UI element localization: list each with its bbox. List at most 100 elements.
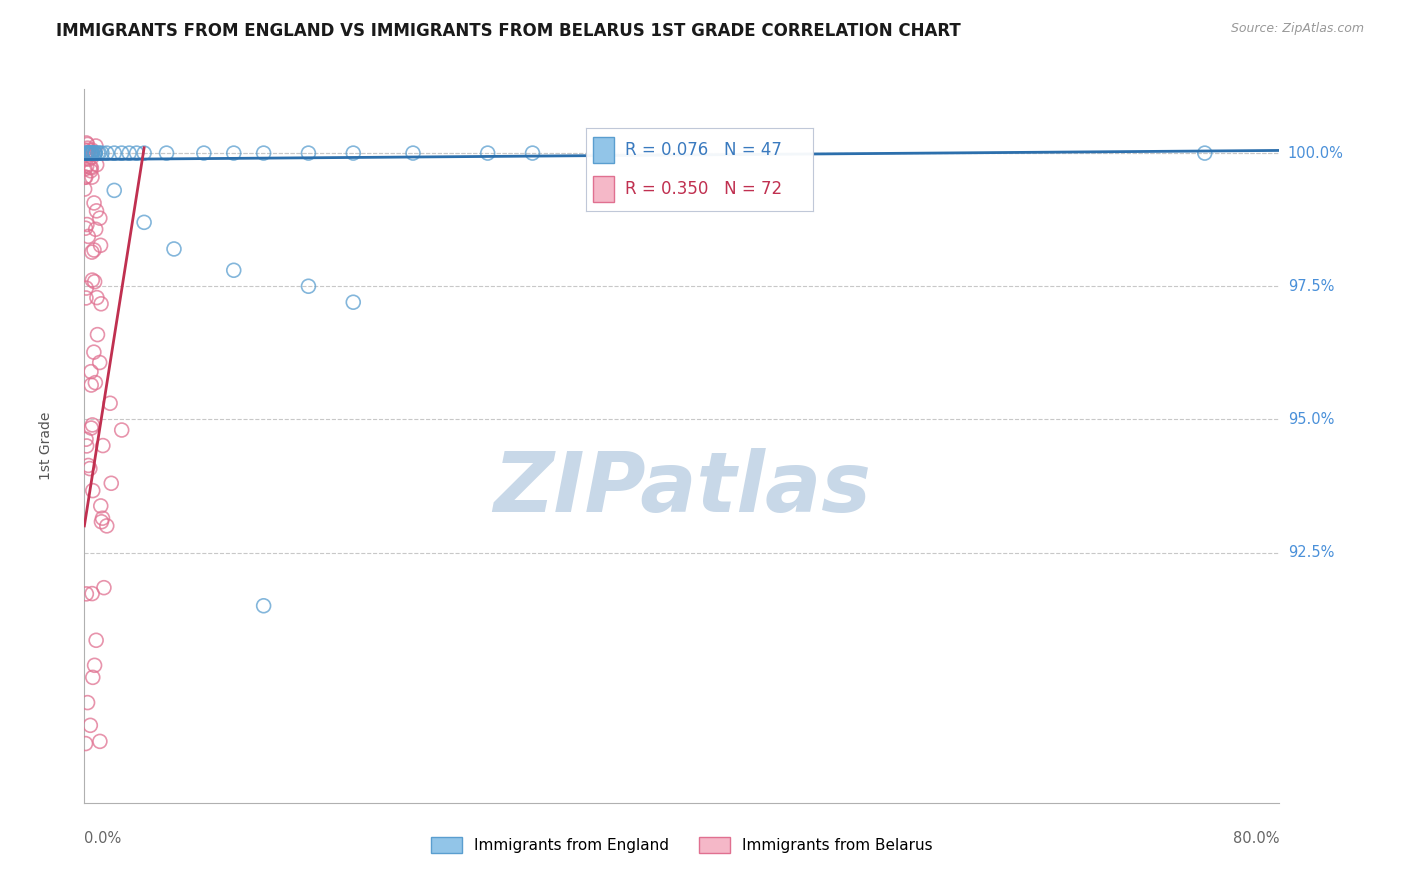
Legend: Immigrants from England, Immigrants from Belarus: Immigrants from England, Immigrants from… (425, 831, 939, 859)
Bar (593, 136, 613, 163)
Point (89, 355, 111, 369)
Point (80, 146, 103, 161)
Point (193, 146, 215, 161)
Point (77, 146, 100, 161)
Point (402, 146, 425, 161)
Point (77, 458, 100, 473)
Text: R = 0.076   N = 47: R = 0.076 N = 47 (624, 141, 782, 159)
Point (75, 587, 97, 601)
Point (83, 243, 105, 257)
Point (83, 146, 105, 161)
Point (253, 599, 276, 613)
Point (103, 146, 125, 161)
Text: 100.0%: 100.0% (1288, 145, 1344, 161)
Point (84, 376, 107, 390)
Point (155, 146, 177, 161)
Point (75, 432, 97, 446)
Point (73, 182, 96, 196)
Point (73, 143, 96, 157)
Point (90, 297, 112, 311)
Point (86, 203, 108, 218)
Point (80, 378, 103, 392)
Point (75, 737, 97, 751)
Point (80, 146, 103, 161)
Point (1194, 146, 1216, 161)
Point (83, 146, 105, 161)
Point (82, 586, 104, 600)
Point (103, 183, 125, 197)
Point (76, 146, 98, 161)
Point (111, 423, 134, 437)
Point (79, 160, 101, 174)
Point (132, 215, 156, 229)
Point (89, 734, 111, 748)
Text: IMMIGRANTS FROM ENGLAND VS IMMIGRANTS FROM BELARUS 1ST GRADE CORRELATION CHART: IMMIGRANTS FROM ENGLAND VS IMMIGRANTS FR… (56, 22, 960, 40)
Text: 80.0%: 80.0% (1233, 831, 1279, 847)
Text: 97.5%: 97.5% (1288, 278, 1334, 293)
Point (342, 295, 364, 310)
Point (80, 421, 103, 435)
Point (125, 146, 148, 161)
Point (76, 137, 98, 152)
Point (87, 146, 110, 161)
Text: 1st Grade: 1st Grade (39, 412, 53, 480)
Point (118, 146, 141, 161)
Point (522, 146, 544, 161)
Text: Source: ZipAtlas.com: Source: ZipAtlas.com (1230, 22, 1364, 36)
Point (86, 291, 108, 305)
Point (77, 146, 100, 161)
Point (75, 146, 97, 161)
Text: ZIPatlas: ZIPatlas (494, 449, 870, 529)
Point (86, 327, 108, 342)
Point (96, 146, 118, 161)
Point (75, 291, 97, 305)
Point (82, 417, 104, 432)
Point (89, 211, 111, 226)
Point (90, 515, 112, 529)
Point (80, 146, 103, 161)
Point (80, 365, 103, 379)
Point (77, 229, 100, 244)
Point (75, 136, 97, 150)
Point (98, 396, 121, 410)
Text: R = 0.350   N = 72: R = 0.350 N = 72 (624, 180, 782, 198)
Point (76, 696, 98, 710)
Point (91, 511, 114, 525)
Point (84, 139, 107, 153)
Point (77, 143, 100, 157)
Point (93, 581, 115, 595)
Point (73, 161, 96, 176)
Point (163, 242, 186, 256)
Point (84, 633, 107, 648)
Point (96, 519, 118, 533)
Point (90, 499, 112, 513)
Point (80, 150, 103, 164)
Point (222, 263, 245, 277)
Point (77, 152, 100, 166)
Point (83, 658, 105, 673)
Point (90, 238, 112, 252)
Point (111, 146, 134, 161)
Point (82, 143, 104, 157)
Point (342, 146, 364, 161)
Point (75, 281, 97, 295)
Point (80, 146, 103, 161)
Point (76, 141, 98, 155)
Point (84, 146, 107, 161)
Point (76, 145, 98, 160)
Point (76, 218, 98, 232)
Point (80, 245, 103, 260)
Point (100, 476, 122, 491)
Point (132, 146, 156, 161)
Bar (593, 176, 613, 202)
Point (297, 279, 319, 293)
Point (80, 161, 103, 175)
Point (90, 146, 112, 161)
Point (84, 146, 107, 161)
Point (73, 170, 96, 185)
Point (79, 146, 101, 161)
Point (84, 222, 107, 236)
Point (86, 158, 108, 172)
Point (477, 146, 499, 161)
Point (83, 345, 105, 359)
